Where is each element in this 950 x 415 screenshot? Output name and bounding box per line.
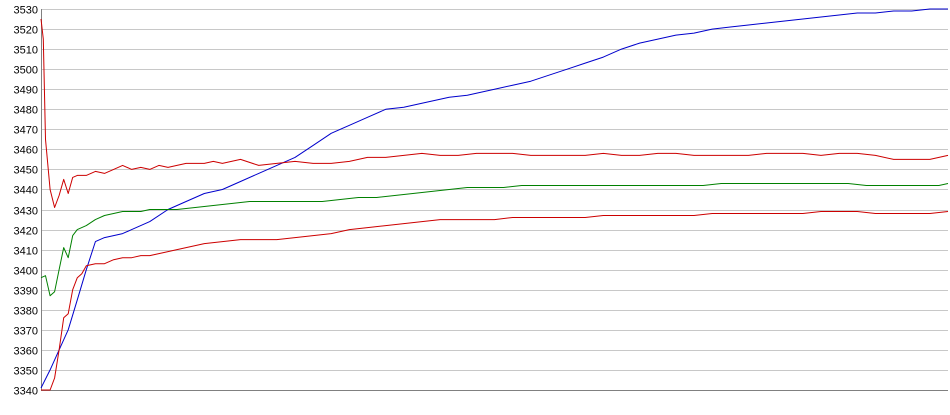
y-tick-label: 3390	[14, 286, 38, 298]
y-tick-label: 3350	[14, 366, 38, 378]
series-line-1	[40, 8, 948, 389]
y-tick-label: 3370	[14, 326, 38, 338]
y-tick-label: 3440	[14, 185, 38, 197]
y-tick-label: 3360	[14, 346, 38, 358]
y-axis-tick-labels: 3340 3350 3360 3370 3380 3390 3400 3410 3420 3430…	[14, 5, 38, 398]
y-tick-label: 3450	[14, 165, 38, 177]
grid-lines	[41, 9, 948, 391]
series-lines	[40, 8, 949, 391]
y-tick-label: 3490	[14, 85, 38, 97]
y-tick-label: 3500	[14, 65, 38, 77]
y-tick-label: 3510	[14, 45, 38, 57]
y-tick-label: 3460	[14, 145, 38, 157]
series-line-3	[41, 211, 949, 391]
y-tick-label: 3340	[14, 386, 38, 398]
y-tick-label: 3520	[14, 25, 38, 37]
y-tick-label: 3420	[14, 226, 38, 238]
y-tick-label: 3410	[14, 246, 38, 258]
y-tick-label: 3430	[14, 206, 38, 218]
y-tick-label: 3530	[14, 5, 38, 17]
series-line-2	[40, 18, 949, 208]
y-tick-label: 3480	[14, 105, 38, 117]
y-tick-label: 3380	[14, 306, 38, 318]
y-tick-label: 3470	[14, 125, 38, 137]
series-line-4	[40, 183, 949, 297]
y-tick-label: 3400	[14, 266, 38, 278]
axes	[41, 9, 948, 391]
